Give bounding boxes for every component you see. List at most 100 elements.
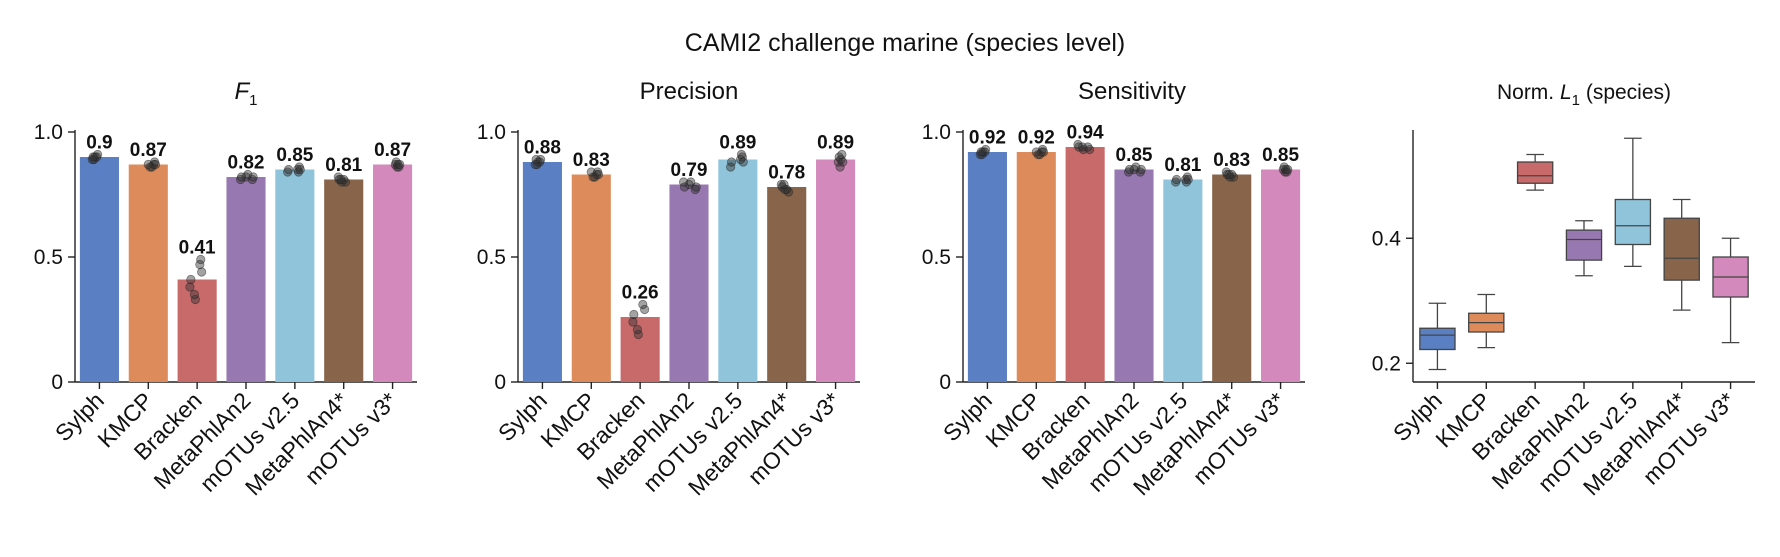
data-point [1224, 169, 1234, 180]
box-plot-1 [1419, 302, 1456, 371]
panel-title-main: Sensitivity [1078, 78, 1186, 105]
bar [275, 169, 315, 382]
value-label: 0.89 [817, 133, 854, 154]
value-label: 0.81 [1164, 155, 1201, 176]
value-label: 0.85 [1116, 145, 1153, 166]
box-plot-3 [1516, 153, 1554, 191]
value-label: 0.92 [1018, 128, 1055, 149]
value-label: 0.26 [622, 283, 659, 304]
data-point [980, 147, 990, 157]
bar [718, 159, 758, 382]
data-point [283, 164, 294, 175]
data-point [186, 274, 196, 285]
bar [620, 317, 660, 382]
value-label: 0.89 [719, 133, 756, 154]
data-point [640, 304, 650, 315]
data-point [236, 172, 247, 182]
bar [226, 177, 266, 382]
data-point [837, 149, 847, 160]
panel-title: F1 [234, 78, 257, 109]
data-point [185, 282, 195, 292]
bar [128, 164, 168, 382]
data-point [1136, 164, 1146, 175]
y-tick-label: 0.5 [477, 246, 506, 269]
data-point [88, 152, 98, 162]
data-point [196, 254, 206, 265]
bar [1065, 147, 1105, 382]
panel-3: Sensitivity00.51.0SylphKMCPBrackenMetaPh… [922, 78, 1305, 500]
panel-title: Sensitivity [1078, 78, 1186, 105]
data-point [835, 162, 845, 172]
panel-title-main: Precision [640, 78, 739, 105]
box-iqr [1516, 161, 1554, 184]
data-point [1283, 164, 1293, 175]
panel-title: Precision [640, 78, 739, 105]
box-plot-2 [1468, 293, 1505, 349]
data-point [1031, 147, 1041, 157]
bar [373, 164, 413, 382]
data-point [726, 157, 737, 167]
data-point [679, 182, 690, 192]
data-point [1183, 174, 1193, 185]
data-point [1083, 142, 1093, 152]
y-tick-label: 0.2 [1372, 352, 1401, 375]
data-point [632, 324, 643, 335]
data-point [1038, 147, 1049, 157]
data-point [738, 157, 748, 167]
data-point [638, 299, 648, 310]
y-tick-label: 0 [494, 371, 506, 394]
value-label: 0.87 [130, 140, 167, 161]
value-label: 0.85 [1262, 145, 1299, 166]
data-point [531, 154, 541, 165]
value-label: 0.88 [524, 138, 561, 159]
bar [1163, 179, 1203, 382]
data-point [197, 267, 207, 277]
y-tick-label: 0 [939, 371, 951, 394]
data-point [295, 164, 305, 175]
bar [816, 159, 856, 382]
data-point [1074, 142, 1084, 152]
panel-title: Norm. L1 (species) [1497, 81, 1671, 109]
panel-title-suffix: (species) [1580, 81, 1671, 104]
value-label: 0.81 [325, 155, 362, 176]
bar [669, 184, 709, 382]
data-point [143, 159, 153, 170]
data-point [395, 159, 405, 170]
panel-title-prefix: Norm. [1497, 81, 1560, 104]
data-point [588, 172, 598, 182]
data-point [586, 167, 596, 177]
value-label: 0.79 [671, 160, 708, 181]
panel-2: Precision00.51.0SylphKMCPBrackenMetaPhlA… [477, 78, 860, 500]
data-point [838, 157, 848, 167]
value-label: 0.83 [573, 150, 610, 171]
box-plot-4 [1565, 220, 1603, 277]
panel-title-main: L [1560, 81, 1572, 104]
data-point [629, 309, 639, 320]
data-point [736, 149, 747, 160]
panel-title-subscript: 1 [249, 92, 257, 109]
y-tick-label: 1.0 [922, 121, 951, 144]
value-label: 0.9 [86, 133, 112, 154]
bar [1016, 152, 1056, 382]
data-point [1171, 174, 1182, 185]
bar [1114, 169, 1154, 382]
data-point [684, 179, 694, 190]
data-point [779, 179, 789, 190]
bar [571, 174, 611, 382]
box-iqr [1565, 229, 1603, 261]
value-label: 0.78 [768, 163, 805, 184]
y-tick-label: 1.0 [477, 121, 506, 144]
value-label: 0.87 [374, 140, 411, 161]
data-point [1077, 142, 1088, 152]
data-point [593, 169, 604, 180]
panel-title-main: F [234, 78, 250, 105]
bar [967, 152, 1007, 382]
y-tick-label: 1.0 [34, 121, 63, 144]
box-plot-6 [1663, 198, 1700, 311]
y-tick-label: 0 [51, 371, 63, 394]
y-tick-label: 0.4 [1372, 227, 1402, 250]
value-label: 0.83 [1213, 150, 1250, 171]
bar [522, 162, 562, 382]
